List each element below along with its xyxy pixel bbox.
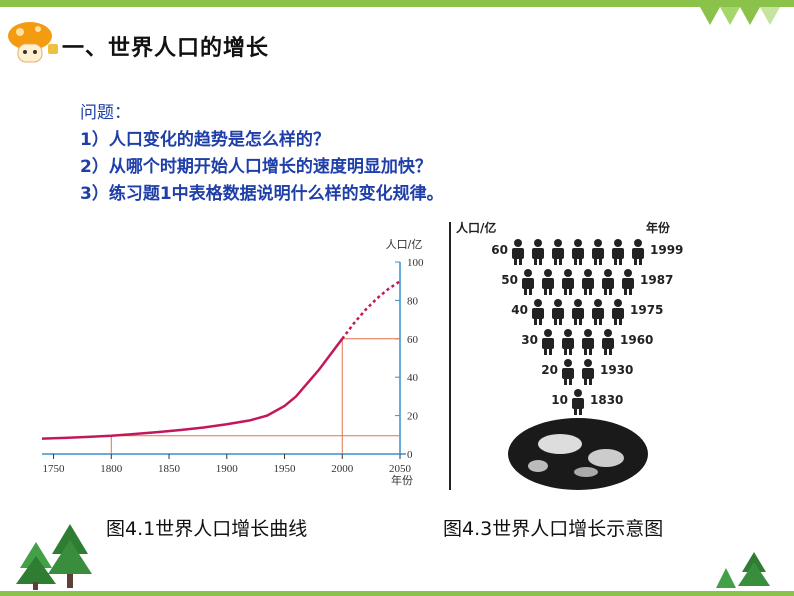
figure2-caption: 图4.3世界人口增长示意图 [443,518,664,540]
x-tick-label: 1950 [274,463,297,475]
page-title: 一、世界人口的增长 [62,36,270,61]
question-block: 问题： 1）人口变化的趋势是怎么样的？ 2）从哪个时期开始人口增长的速度明显加快… [80,100,444,208]
pictogram-year-label: 1830 [590,393,623,407]
person-icon [612,299,624,325]
person-icon [592,239,604,265]
person-icon [512,239,524,265]
trees-decoration-icon [16,524,92,590]
mascot-icon [8,22,58,63]
guide-line [341,338,400,454]
person-icon [572,389,584,415]
person-icon [532,299,544,325]
x-tick-label: 1900 [216,463,239,475]
figure1-caption: 图4.1世界人口增长曲线 [106,518,308,540]
question-item: 3）练习题1中表格数据说明什么样的变化规律。 [80,184,444,204]
pictogram-population-label: 60 [491,243,508,257]
question-item: 1）人口变化的趋势是怎么样的？ [80,130,330,150]
y-tick-label: 60 [407,334,419,346]
population-growth-chart: 1750 1800 1850 1900 1950 2000 2050 0 20 40 60 80 100… [41,238,424,487]
pictogram-population-label: 50 [501,273,518,287]
pictogram-population-label: 40 [511,303,528,317]
person-icon [542,269,554,295]
y-tick-label: 100 [407,257,424,269]
pictogram-year-label: 1999 [650,243,683,257]
pictogram-year-label: 1960 [620,333,653,347]
x-tick-label: 1850 [158,463,181,475]
pictogram-year-label: 1930 [600,363,633,377]
person-icon [582,269,594,295]
x-tick-label: 1800 [100,463,123,475]
question-heading: 问题： [80,103,131,123]
pictogram-y-header: 人口/亿 [456,220,496,235]
person-icon [562,269,574,295]
guide-line [110,435,400,454]
question-item: 2）从哪个时期开始人口增长的速度明显加快？ [80,157,432,177]
x-tick-label: 1750 [43,463,65,475]
person-icon [522,269,534,295]
population-pictogram: 人口/亿 年份 60 1999 50 1987 40 1975 30 1960 20 1930 10 18… [456,220,683,490]
triangle-decoration-icon [700,7,780,25]
pictogram-year-label: 1975 [630,303,663,317]
top-bar [0,0,794,7]
projection-curve [341,280,401,340]
population-curve [41,338,344,440]
person-icon [562,329,574,355]
y-tick-label: 20 [407,411,419,423]
person-icon [622,269,634,295]
person-icon [582,359,594,385]
pictogram-population-label: 20 [541,363,558,377]
y-tick-label: 80 [407,295,419,307]
globe-icon [508,418,648,490]
y-tick-label: 40 [407,372,419,384]
bottom-bar [0,591,794,596]
person-icon [592,299,604,325]
x-tick-label: 2000 [331,463,354,475]
x-tick-label: 2050 [389,463,412,475]
pictogram-year-header: 年份 [646,220,671,235]
person-icon [552,299,564,325]
figure-separator [449,222,451,490]
pictogram-year-label: 1987 [640,273,673,287]
person-icon [562,359,574,385]
person-icon [552,239,564,265]
pictogram-population-label: 10 [551,393,568,407]
person-icon [612,239,624,265]
pictogram-population-label: 30 [521,333,538,347]
person-icon [532,239,544,265]
y-axis-label: 人口/亿 [386,238,423,251]
person-icon [582,329,594,355]
person-icon [542,329,554,355]
person-icon [572,299,584,325]
person-icon [602,329,614,355]
person-icon [632,239,644,265]
person-icon [572,239,584,265]
person-icon [602,269,614,295]
trees-decoration-icon [716,552,770,588]
x-axis-label: 年份 [391,473,413,487]
y-tick-label: 0 [407,449,413,461]
